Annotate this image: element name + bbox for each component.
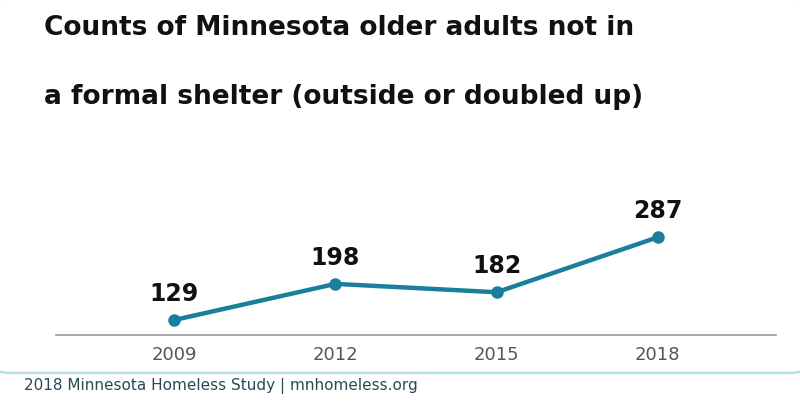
Text: 287: 287 bbox=[633, 199, 682, 223]
Text: 2018 Minnesota Homeless Study | mnhomeless.org: 2018 Minnesota Homeless Study | mnhomele… bbox=[24, 378, 418, 394]
Text: 129: 129 bbox=[150, 282, 199, 306]
Text: a formal shelter (outside or doubled up): a formal shelter (outside or doubled up) bbox=[44, 84, 643, 110]
Text: 182: 182 bbox=[472, 254, 522, 278]
Text: Counts of Minnesota older adults not in: Counts of Minnesota older adults not in bbox=[44, 15, 634, 41]
Text: 198: 198 bbox=[310, 246, 360, 270]
